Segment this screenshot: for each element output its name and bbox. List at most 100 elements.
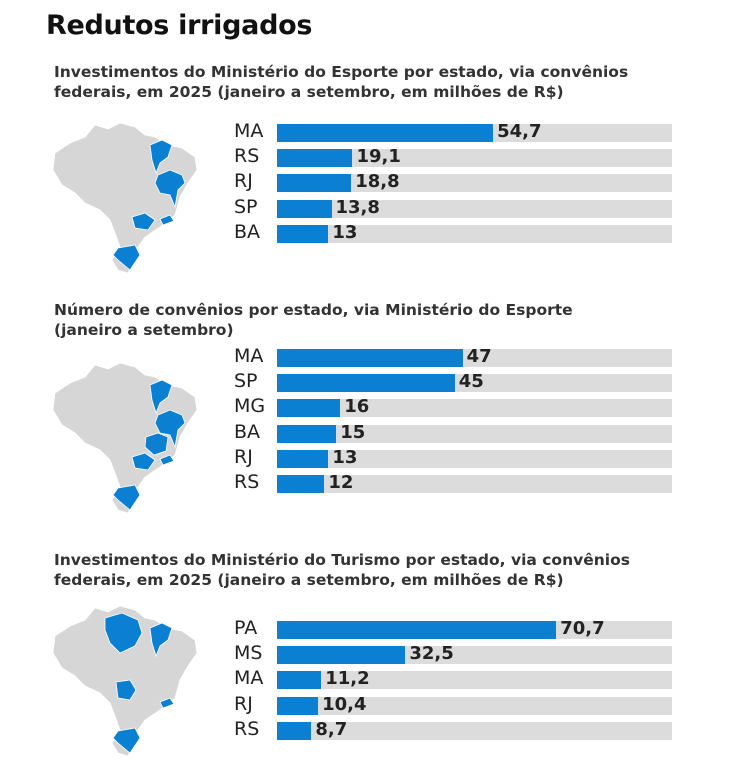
bar-row-ms: MS 32,5 xyxy=(228,642,688,665)
value-label: 13,8 xyxy=(335,196,380,218)
state-highlight-sp xyxy=(131,452,156,471)
bar-track: 11,2 xyxy=(277,668,672,690)
state-highlight-ma xyxy=(149,139,173,175)
category-label: RS xyxy=(234,145,260,168)
value-label: 13 xyxy=(332,446,358,468)
category-label: MA xyxy=(234,345,264,367)
bar-row-sp: SP 13,8 xyxy=(228,195,688,219)
bar xyxy=(277,475,325,493)
state-highlight-ba xyxy=(154,409,186,449)
state-highlight-ma xyxy=(149,622,173,658)
bar-track: 45 xyxy=(277,371,672,393)
state-highlight-rj xyxy=(159,697,175,709)
bar-track: 54,7 xyxy=(277,121,672,142)
bar-track: 18,8 xyxy=(277,171,672,193)
category-label: MG xyxy=(234,395,266,418)
bar-track: 13 xyxy=(277,221,672,243)
value-label: 12 xyxy=(328,472,354,493)
value-label: 70,7 xyxy=(560,618,605,639)
state-highlight-ba xyxy=(154,169,186,209)
value-label: 19,1 xyxy=(356,146,401,168)
value-label: 47 xyxy=(466,346,492,367)
bar xyxy=(277,124,494,142)
bar xyxy=(277,374,455,393)
bar-row-ma: MA 11,2 xyxy=(228,667,688,690)
bar-row-sp: SP 45 xyxy=(228,370,688,393)
state-highlight-rs xyxy=(112,244,141,271)
brazil-map-2 xyxy=(52,362,198,514)
bar xyxy=(277,449,329,468)
state-highlight-rs xyxy=(112,484,141,511)
bar-track: 19,1 xyxy=(277,146,672,168)
state-highlight-ms xyxy=(115,679,137,701)
chart-3-title: Investimentos do Ministério do Turismo p… xyxy=(54,550,694,590)
bar xyxy=(277,671,322,690)
chart-1-title-line-1: Investimentos do Ministério do Esporte p… xyxy=(54,63,629,81)
chart-2-title: Número de convênios por estado, via Mini… xyxy=(54,300,694,340)
bar-row-rs: RS 8,7 xyxy=(228,717,688,741)
state-highlight-rj xyxy=(159,454,175,466)
category-label: RJ xyxy=(234,445,253,468)
bar-row-ba: BA 13 xyxy=(228,220,688,244)
value-label: 16 xyxy=(344,396,370,418)
value-label: 32,5 xyxy=(409,643,454,665)
bar-row-rj: RJ 13 xyxy=(228,445,688,469)
bar xyxy=(277,149,353,168)
state-highlight-ma xyxy=(149,379,173,415)
bar-row-mg: MG 16 xyxy=(228,395,688,418)
bar-track: 70,7 xyxy=(277,618,672,639)
value-label: 8,7 xyxy=(315,718,348,740)
value-label: 13 xyxy=(332,221,358,243)
value-label: 54,7 xyxy=(497,121,542,142)
bar xyxy=(277,646,406,665)
bar xyxy=(277,224,329,243)
bar-track: 32,5 xyxy=(277,643,672,665)
category-label: BA xyxy=(234,420,261,443)
chart-1-title-line-2: federais, em 2025 (janeiro a setembro, e… xyxy=(54,83,564,101)
bar-row-ma: MA 47 xyxy=(228,345,688,368)
state-highlight-rs xyxy=(112,727,141,754)
category-label: MA xyxy=(234,120,264,142)
category-label: RJ xyxy=(234,692,253,715)
category-label: SP xyxy=(234,195,258,218)
bar-row-rs: RS 19,1 xyxy=(228,145,688,168)
bar-row-ma: MA 54,7 xyxy=(228,120,688,143)
bar xyxy=(277,399,341,418)
bar xyxy=(277,349,463,367)
bar xyxy=(277,721,312,740)
bar-track: 8,7 xyxy=(277,718,672,740)
bar-track: 13 xyxy=(277,446,672,468)
bar-track: 13,8 xyxy=(277,196,672,218)
bar-row-pa: PA 70,7 xyxy=(228,617,688,640)
page-title: Redutos irrigados xyxy=(46,10,313,41)
category-label: SP xyxy=(234,370,258,393)
state-highlight-rj xyxy=(159,214,175,226)
bar xyxy=(277,621,557,639)
category-label: BA xyxy=(234,220,261,243)
bar-track: 15 xyxy=(277,422,672,443)
chart-2-title-line-2: (janeiro a setembro) xyxy=(54,321,234,339)
bar-track: 16 xyxy=(277,396,672,418)
category-label: RS xyxy=(234,717,260,740)
state-highlight-mg xyxy=(144,432,169,456)
bar-row-rj: RJ 10,4 xyxy=(228,692,688,716)
chart-3-title-line-1: Investimentos do Ministério do Turismo p… xyxy=(54,551,630,569)
value-label: 11,2 xyxy=(325,668,370,690)
bar-row-ba: BA 15 xyxy=(228,420,688,444)
value-label: 45 xyxy=(458,371,484,393)
category-label: MS xyxy=(234,642,263,665)
bar xyxy=(277,424,337,443)
brazil-map-1 xyxy=(52,122,198,274)
category-label: MA xyxy=(234,667,264,690)
bar-track: 47 xyxy=(277,346,672,367)
state-highlight-sp xyxy=(131,212,156,231)
value-label: 18,8 xyxy=(355,171,400,193)
value-label: 10,4 xyxy=(322,693,367,715)
chart-3-title-line-2: federais, em 2025 (janeiro a setembro, e… xyxy=(54,571,564,589)
bar xyxy=(277,174,352,193)
brazil-map-3 xyxy=(52,605,198,757)
chart-1-title: Investimentos do Ministério do Esporte p… xyxy=(54,62,694,102)
bar-track: 10,4 xyxy=(277,693,672,715)
category-label: RS xyxy=(234,471,260,493)
